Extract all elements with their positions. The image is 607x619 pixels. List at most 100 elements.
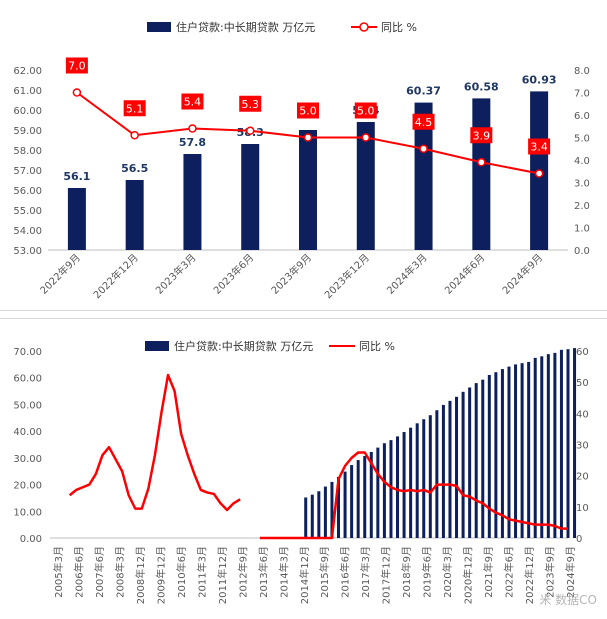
bar (507, 367, 510, 538)
bar (567, 349, 570, 538)
bottom-combo-chart: 住户贷款:中长期贷款 万亿元同比 %0.0010.0020.0030.0040.… (0, 319, 607, 615)
x-tick-label: 2021年9月 (482, 546, 495, 598)
bar (357, 460, 360, 538)
legend-swatch-marker (360, 23, 368, 31)
y-right-tick-label: 50 (576, 378, 589, 389)
y-right-tick-label: 8.0 (574, 66, 590, 77)
y-left-tick-label: 58.00 (13, 146, 42, 157)
y-right-tick-label: 40 (576, 409, 589, 420)
bar (409, 428, 412, 538)
x-category-label: 2024年6月 (442, 251, 488, 297)
bar (383, 443, 386, 538)
yoy-point (478, 159, 485, 166)
bar-value-label: 57.8 (179, 136, 206, 149)
bar-value-label: 60.93 (522, 73, 557, 86)
x-category-label: 2023年3月 (153, 251, 199, 297)
bar (241, 144, 259, 250)
bar (488, 375, 491, 538)
bar (455, 397, 458, 538)
y-left-tick-label: 40.00 (13, 427, 42, 438)
yoy-line (70, 375, 240, 510)
legend-swatch-bar (145, 341, 169, 351)
top-combo-chart: 住户贷款:中长期贷款 万亿元同比 %53.0054.0055.0056.0057… (0, 0, 607, 310)
x-tick-label: 2005年3月 (52, 546, 65, 598)
x-tick-label: 2011年3月 (195, 546, 208, 598)
y-right-tick-label: 0.0 (574, 246, 590, 257)
y-left-tick-label: 30.00 (13, 454, 42, 465)
bar (416, 423, 419, 538)
y-left-tick-label: 60.00 (13, 374, 42, 385)
x-tick-label: 2009年12月 (154, 546, 167, 604)
y-left-tick-label: 10.00 (13, 507, 42, 518)
x-tick-label: 2020年12月 (462, 546, 475, 604)
y-left-tick-label: 61.00 (13, 86, 42, 97)
y-right-tick-label: 4.0 (574, 156, 590, 167)
bar (317, 491, 320, 538)
watermark-text: 米 数据CO (539, 591, 597, 608)
bar (376, 448, 379, 538)
yoy-value-label: 3.4 (530, 141, 548, 154)
yoy-value-label: 7.0 (68, 60, 86, 73)
x-tick-label: 2014年3月 (277, 546, 290, 598)
bar (403, 432, 406, 538)
y-right-tick-label: 2.0 (574, 201, 590, 212)
yoy-point (189, 125, 196, 132)
bar (429, 415, 432, 538)
y-left-tick-label: 62.00 (13, 66, 42, 77)
bar (475, 383, 478, 538)
legend-swatch-bar (147, 22, 171, 32)
bar (311, 495, 314, 538)
y-left-tick-label: 60.00 (13, 106, 42, 117)
x-tick-label: 2012年9月 (236, 546, 249, 598)
y-right-tick-label: 3.0 (574, 179, 590, 190)
bar (501, 369, 504, 538)
legend-label-line: 同比 % (381, 21, 417, 34)
bar (462, 392, 465, 538)
y-right-tick-label: 5.0 (574, 134, 590, 145)
bar (534, 358, 537, 538)
bar (514, 364, 517, 538)
bar (389, 440, 392, 538)
x-category-label: 2024年3月 (384, 251, 430, 297)
yoy-point (420, 145, 427, 152)
y-left-tick-label: 0.00 (20, 534, 42, 545)
bar (521, 363, 524, 538)
y-right-tick-label: 1.0 (574, 224, 590, 235)
bar (472, 98, 490, 250)
bar (183, 154, 201, 250)
y-left-tick-label: 55.00 (13, 206, 42, 217)
bar-value-label: 56.1 (63, 170, 90, 183)
x-tick-label: 2007年6月 (93, 546, 106, 598)
x-category-label: 2023年6月 (211, 251, 257, 297)
y-left-tick-label: 20.00 (13, 481, 42, 492)
x-category-label: 2024年9月 (499, 251, 545, 297)
bar (435, 410, 438, 538)
yoy-value-label: 5.4 (184, 96, 202, 109)
yoy-value-label: 4.5 (415, 116, 433, 129)
bar (540, 356, 543, 538)
bar (363, 456, 366, 538)
y-left-tick-label: 54.00 (13, 226, 42, 237)
x-tick-label: 2013年6月 (257, 546, 270, 598)
yoy-point (362, 134, 369, 141)
bar (68, 188, 86, 250)
y-right-tick-label: 10 (576, 503, 589, 514)
bar (442, 405, 445, 538)
bar (324, 487, 327, 538)
bar (560, 350, 563, 538)
bar (547, 354, 550, 538)
legend-label-bar: 住户贷款:中长期贷款 万亿元 (176, 20, 315, 34)
x-tick-label: 2022年12月 (523, 546, 536, 604)
y-left-tick-label: 53.00 (13, 246, 42, 257)
legend-label-line: 同比 % (359, 340, 395, 353)
y-left-tick-label: 59.00 (13, 126, 42, 137)
yoy-point (536, 170, 543, 177)
bar (573, 348, 576, 538)
y-left-tick-label: 50.00 (13, 400, 42, 411)
bar (304, 497, 307, 538)
bar (396, 436, 399, 538)
bar (344, 472, 347, 538)
x-tick-label: 2020年3月 (441, 546, 454, 598)
